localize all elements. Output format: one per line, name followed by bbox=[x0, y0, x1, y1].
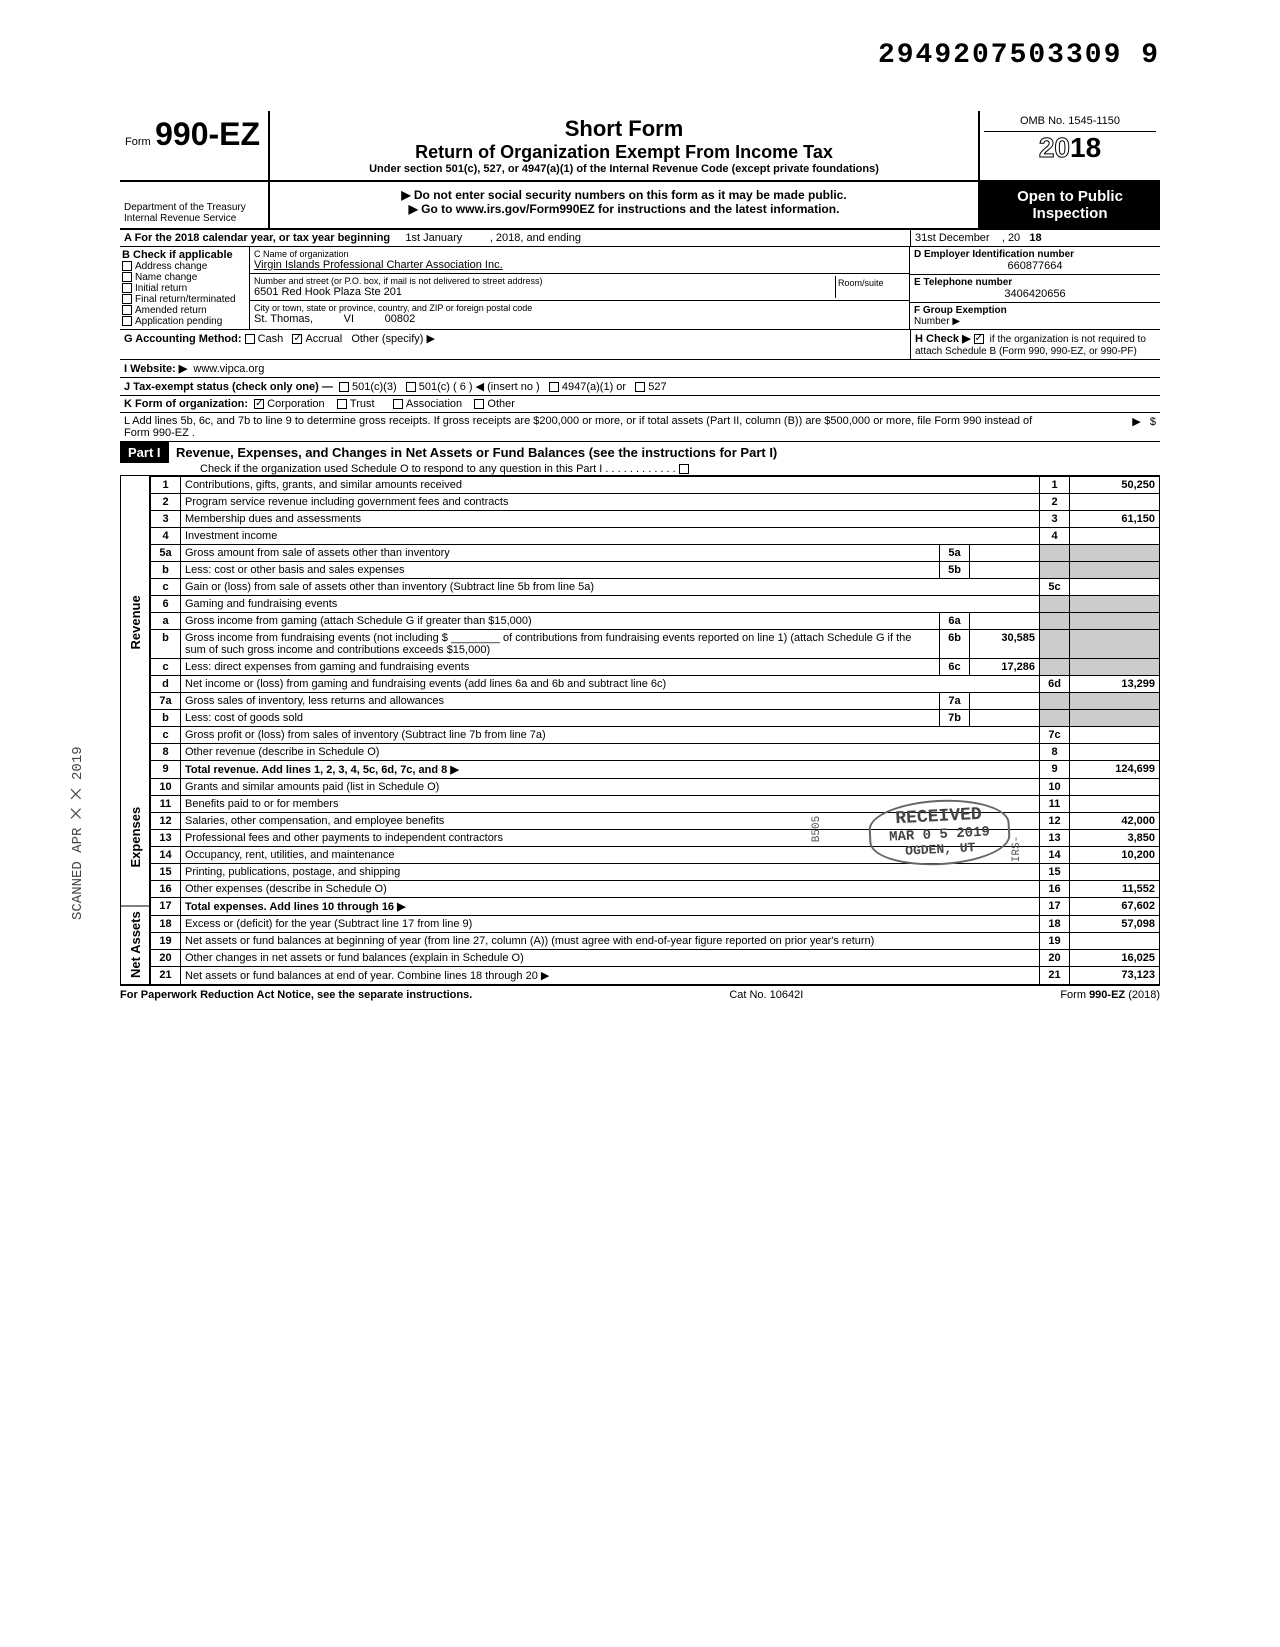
org-name: Virgin Islands Professional Charter Asso… bbox=[254, 259, 905, 271]
tax-year: 2018 bbox=[984, 132, 1156, 164]
form-number-cell: Form 990-EZ bbox=[120, 111, 270, 180]
omb-number: OMB No. 1545-1150 bbox=[984, 115, 1156, 132]
line-20: 20Other changes in net assets or fund ba… bbox=[151, 950, 1160, 967]
irs-stamp: IRS- bbox=[1011, 836, 1023, 862]
line-6: 6Gaming and fundraising events bbox=[151, 596, 1160, 613]
form-title3: Under section 501(c), 527, or 4947(a)(1)… bbox=[280, 163, 968, 175]
public-inspection-cell: Open to Public Inspection bbox=[980, 182, 1160, 228]
line-i: I Website: ▶ www.vipca.org bbox=[120, 360, 1160, 378]
received-stamp: RECEIVED MAR 0 5 2019 OGDEN, UT bbox=[869, 800, 1010, 865]
part1-body: Revenue Expenses Net Assets 1Contributio… bbox=[120, 476, 1160, 985]
org-address: 6501 Red Hook Plaza Ste 201 bbox=[254, 286, 835, 298]
form-title-cell: Short Form Return of Organization Exempt… bbox=[270, 111, 980, 180]
line-c: cLess: direct expenses from gaming and f… bbox=[151, 659, 1160, 676]
line-15: 15Printing, publications, postage, and s… bbox=[151, 864, 1160, 881]
line-a: aGross income from gaming (attach Schedu… bbox=[151, 613, 1160, 630]
line-17: 17Total expenses. Add lines 10 through 1… bbox=[151, 898, 1160, 916]
document-id: 2949207503309 9 bbox=[120, 40, 1160, 71]
form-prefix: Form bbox=[125, 136, 151, 148]
org-city: St. Thomas, VI 00802 bbox=[254, 313, 905, 325]
line-c: cGross profit or (loss) from sales of in… bbox=[151, 727, 1160, 744]
checkbox-cash[interactable] bbox=[245, 334, 255, 344]
line-4: 4Investment income4 bbox=[151, 528, 1160, 545]
section-c: C Name of organization Virgin Islands Pr… bbox=[250, 247, 910, 329]
line-19: 19Net assets or fund balances at beginni… bbox=[151, 933, 1160, 950]
line-3: 3Membership dues and assessments361,150 bbox=[151, 511, 1160, 528]
checkbox-501c[interactable] bbox=[406, 382, 416, 392]
instructions-cell: ▶ Do not enter social security numbers o… bbox=[270, 182, 980, 228]
footer-left: For Paperwork Reduction Act Notice, see … bbox=[120, 989, 472, 1001]
checkbox-corp[interactable] bbox=[254, 399, 264, 409]
line-18: 18Excess or (deficit) for the year (Subt… bbox=[151, 916, 1160, 933]
line-b: bLess: cost of goods sold7b bbox=[151, 710, 1160, 727]
checkbox-schedule-b[interactable] bbox=[974, 334, 984, 344]
line-16: 16Other expenses (describe in Schedule O… bbox=[151, 881, 1160, 898]
line-8: 8Other revenue (describe in Schedule O)8 bbox=[151, 744, 1160, 761]
checkbox-assoc[interactable] bbox=[393, 399, 403, 409]
form-header2: Department of the Treasury Internal Reve… bbox=[120, 182, 1160, 230]
checkbox-4947[interactable] bbox=[549, 382, 559, 392]
phone: 3406420656 bbox=[914, 288, 1156, 300]
checkbox-schedule-o[interactable] bbox=[679, 464, 689, 474]
line-2: 2Program service revenue including gover… bbox=[151, 494, 1160, 511]
revenue-label: Revenue bbox=[120, 476, 150, 769]
omb-year-cell: OMB No. 1545-1150 2018 bbox=[980, 111, 1160, 180]
line-b: bLess: cost or other basis and sales exp… bbox=[151, 562, 1160, 579]
b505-stamp: B505 bbox=[811, 816, 823, 842]
line-b: bGross income from fundraising events (n… bbox=[151, 630, 1160, 659]
footer-right: Form 990-EZ (2018) bbox=[1060, 989, 1160, 1001]
form-header: Form 990-EZ Short Form Return of Organiz… bbox=[120, 111, 1160, 182]
line-10: 10Grants and similar amounts paid (list … bbox=[151, 779, 1160, 796]
line-d: dNet income or (loss) from gaming and fu… bbox=[151, 676, 1160, 693]
section-def: D Employer Identification number 6608776… bbox=[910, 247, 1160, 329]
page-footer: For Paperwork Reduction Act Notice, see … bbox=[120, 985, 1160, 1001]
website: www.vipca.org bbox=[193, 363, 264, 375]
form-number: 990-EZ bbox=[155, 116, 260, 152]
form-title2: Return of Organization Exempt From Incom… bbox=[280, 142, 968, 163]
info-grid: B Check if applicable Address changeName… bbox=[120, 247, 1160, 330]
line-21: 21Net assets or fund balances at end of … bbox=[151, 967, 1160, 985]
line-l: L Add lines 5b, 6c, and 7b to line 9 to … bbox=[120, 413, 1160, 442]
line-5a: 5aGross amount from sale of assets other… bbox=[151, 545, 1160, 562]
line-9: 9Total revenue. Add lines 1, 2, 3, 4, 5c… bbox=[151, 761, 1160, 779]
netassets-label: Net Assets bbox=[120, 906, 150, 985]
checkbox-527[interactable] bbox=[635, 382, 645, 392]
part1-header: Part I Revenue, Expenses, and Changes in… bbox=[120, 442, 1160, 476]
form-title1: Short Form bbox=[280, 116, 968, 142]
checkbox-other[interactable] bbox=[474, 399, 484, 409]
line-1: 1Contributions, gifts, grants, and simil… bbox=[151, 477, 1160, 494]
line-7a: 7aGross sales of inventory, less returns… bbox=[151, 693, 1160, 710]
scanned-stamp: SCANNED APR ⨉ ⨉ 2019 bbox=[70, 746, 86, 920]
line-k: K Form of organization: Corporation Trus… bbox=[120, 396, 1160, 413]
section-b: B Check if applicable Address changeName… bbox=[120, 247, 250, 329]
line-j: J Tax-exempt status (check only one) — 5… bbox=[120, 378, 1160, 396]
lines-table: 1Contributions, gifts, grants, and simil… bbox=[150, 476, 1160, 985]
line-g-h: G Accounting Method: Cash Accrual Other … bbox=[120, 330, 1160, 360]
expenses-label: Expenses bbox=[120, 769, 150, 907]
ein: 660877664 bbox=[914, 260, 1156, 272]
checkbox-accrual[interactable] bbox=[292, 334, 302, 344]
footer-mid: Cat No. 10642I bbox=[729, 989, 803, 1001]
checkbox-trust[interactable] bbox=[337, 399, 347, 409]
checkbox-501c3[interactable] bbox=[339, 382, 349, 392]
form-page: SCANNED APR ⨉ ⨉ 2019 2949207503309 9 For… bbox=[100, 20, 1180, 1021]
line-a: A For the 2018 calendar year, or tax yea… bbox=[120, 230, 1160, 247]
dept-cell: Department of the Treasury Internal Reve… bbox=[120, 182, 270, 228]
line-c: cGain or (loss) from sale of assets othe… bbox=[151, 579, 1160, 596]
